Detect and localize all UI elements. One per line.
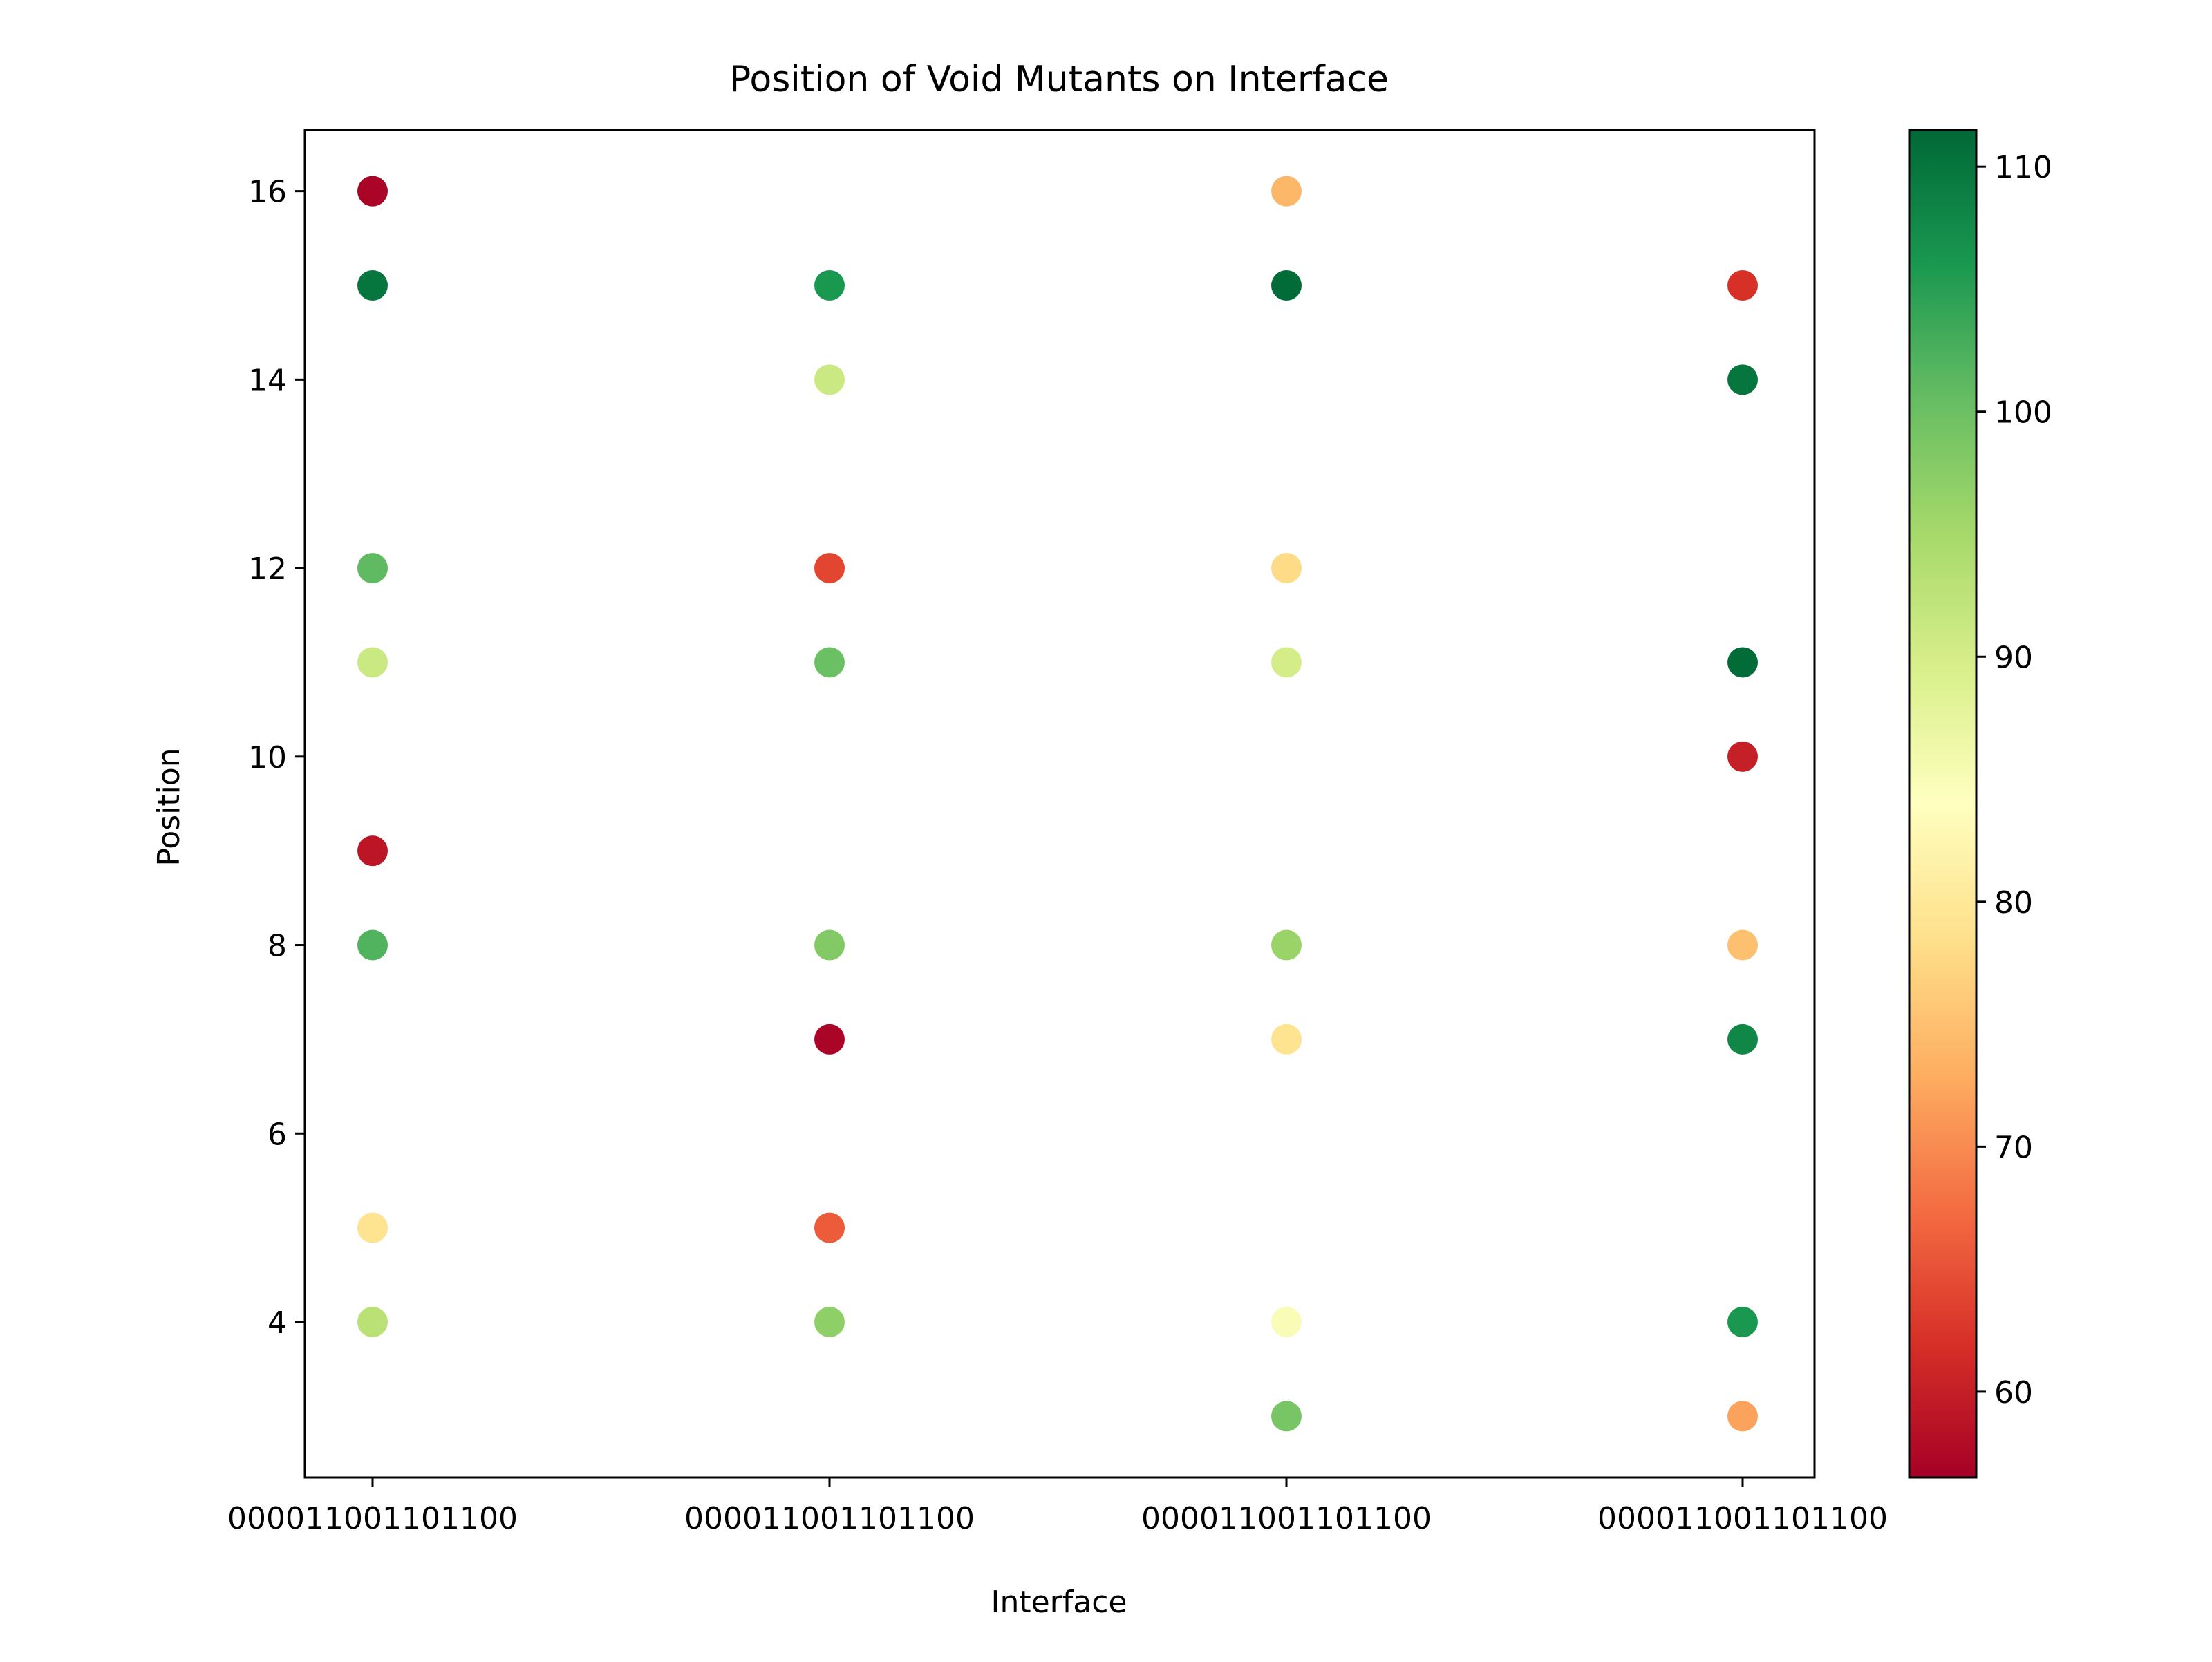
data-point	[357, 1307, 388, 1337]
plot-frame	[303, 129, 1816, 1479]
plot-area: 000011001101100 000011001101100 0000110011…	[227, 129, 1888, 1536]
data-point	[357, 270, 388, 301]
y-tick-label: 12	[248, 551, 287, 587]
colorbar-ticks: 60 70 80 90 100 110	[1976, 150, 2052, 1410]
data-point	[814, 1023, 845, 1055]
colorbar-tick-label: 110	[1994, 150, 2052, 185]
chart-title: Position of Void Mutants on Interface	[729, 59, 1389, 100]
data-point	[1727, 647, 1758, 678]
data-point	[814, 1307, 845, 1337]
data-point	[1727, 741, 1758, 772]
y-tick-label: 16	[248, 175, 287, 210]
colorbar-tick-label: 80	[1994, 885, 2033, 920]
data-point	[357, 647, 388, 678]
data-point	[1727, 1401, 1758, 1432]
data-point	[1727, 1307, 1758, 1337]
data-point	[1271, 270, 1302, 301]
data-point	[1727, 364, 1758, 395]
colorbar-tick-label: 70	[1994, 1130, 2033, 1165]
colorbar: 60 70 80 90 100 110	[1908, 129, 2052, 1479]
y-tick-label: 10	[248, 740, 287, 775]
colorbar-tick-label: 60	[1994, 1375, 2033, 1410]
data-point	[1271, 176, 1302, 207]
data-point	[1271, 647, 1302, 678]
y-tick-label: 14	[248, 363, 287, 398]
data-point	[1271, 1307, 1302, 1337]
data-point	[814, 364, 845, 395]
data-point	[1271, 553, 1302, 584]
x-tick-label: 000011001101100	[684, 1501, 975, 1536]
y-tick-label: 6	[268, 1117, 287, 1152]
data-point	[814, 647, 845, 678]
data-point	[814, 553, 845, 584]
x-tick-label: 000011001101100	[1141, 1501, 1432, 1536]
y-tick-label: 4	[268, 1305, 287, 1341]
colorbar-tick-label: 100	[1994, 395, 2052, 431]
x-axis-ticks: 000011001101100 000011001101100 0000110011…	[227, 1477, 1888, 1536]
data-point	[814, 270, 845, 301]
y-tick-label: 8	[268, 929, 287, 964]
data-point	[814, 1212, 845, 1243]
x-axis-label: Interface	[991, 1585, 1127, 1620]
colorbar-gradient	[1909, 130, 1976, 1477]
x-tick-label: 000011001101100	[1597, 1501, 1888, 1536]
data-point	[357, 1212, 388, 1243]
data-point	[1727, 270, 1758, 301]
data-point	[1271, 929, 1302, 961]
colorbar-frame	[1908, 129, 1978, 1479]
data-point	[357, 929, 388, 961]
y-axis-label: Position	[151, 748, 187, 866]
data-point	[357, 835, 388, 867]
data-point	[1271, 1023, 1302, 1055]
data-point	[357, 553, 388, 584]
colorbar-tick-label: 90	[1994, 640, 2033, 675]
data-point	[1271, 1401, 1302, 1432]
data-point	[1727, 1023, 1758, 1055]
data-point	[357, 176, 388, 207]
data-point	[1727, 929, 1758, 961]
x-tick-label: 000011001101100	[227, 1501, 518, 1536]
y-axis-ticks: 4 6 8 10 12 14 16	[248, 175, 305, 1341]
data-points	[357, 176, 1758, 1432]
data-point	[814, 929, 845, 961]
